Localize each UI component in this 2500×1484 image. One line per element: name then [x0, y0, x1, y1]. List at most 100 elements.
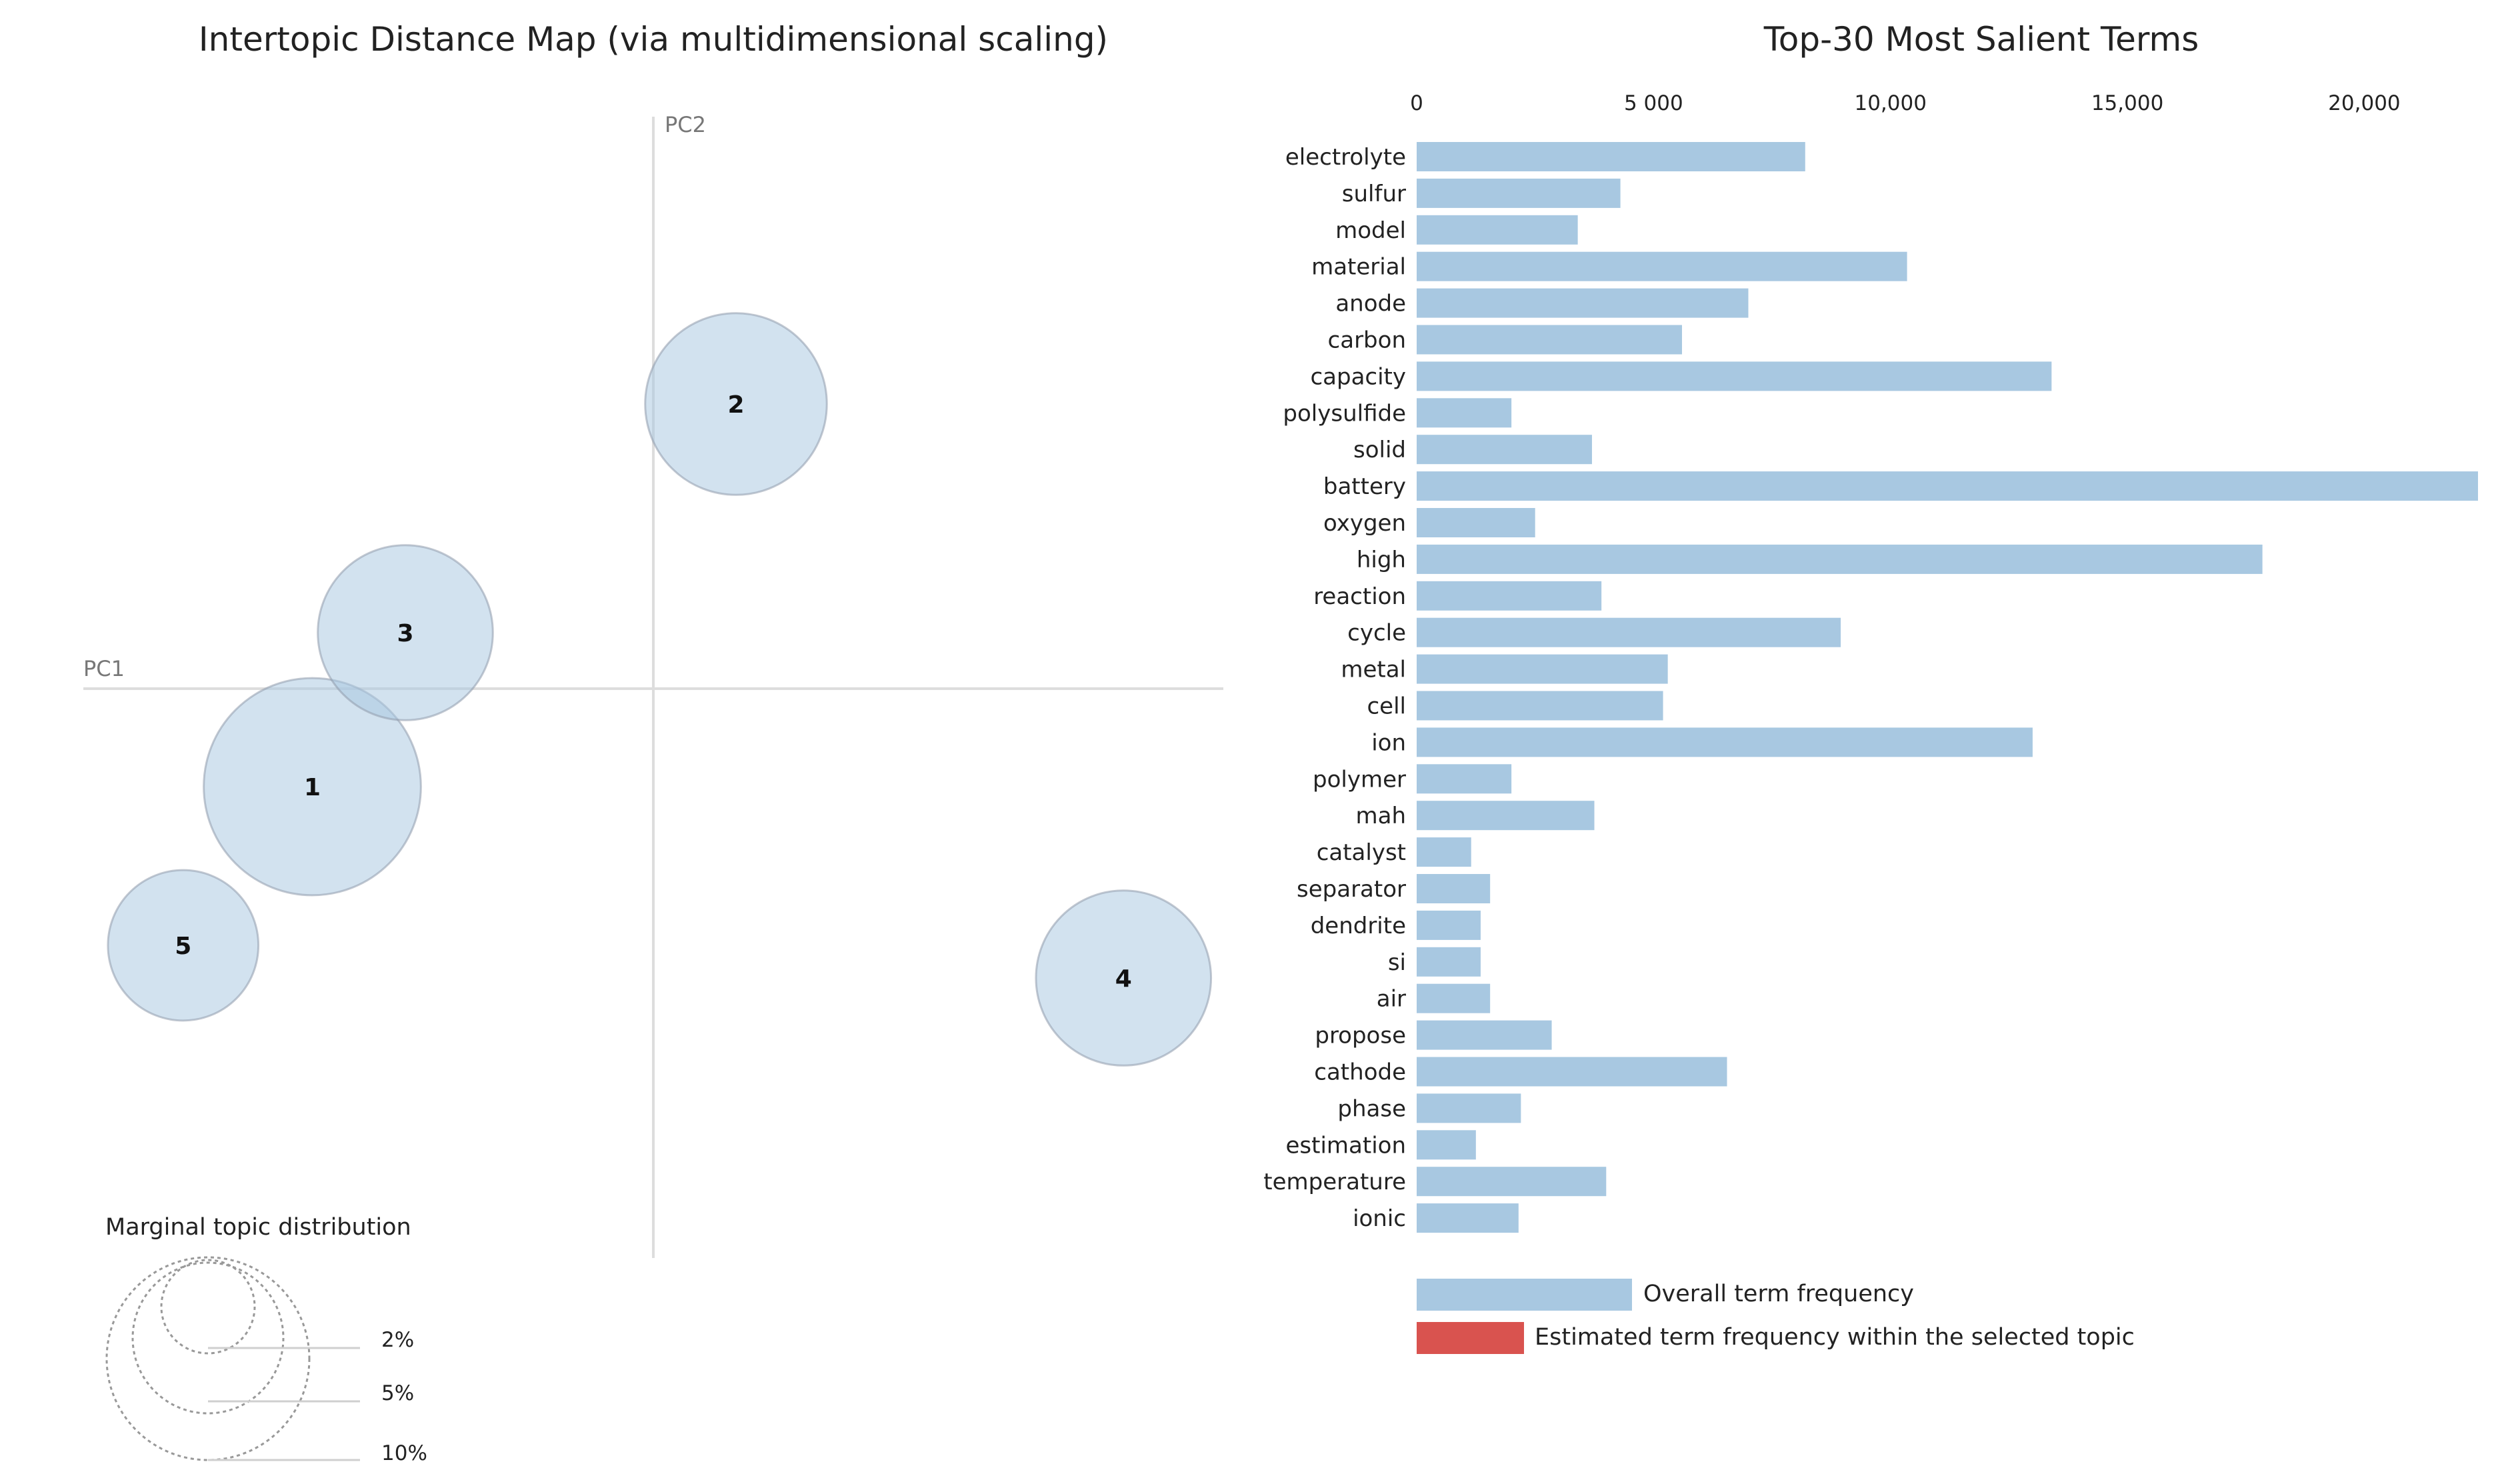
term-label-propose[interactable]: propose — [1315, 1023, 1406, 1049]
term-bar-ionic[interactable] — [1417, 1203, 1519, 1233]
term-bar-anode[interactable] — [1417, 288, 1749, 318]
term-bar-temperature[interactable] — [1417, 1167, 1607, 1197]
term-bar-estimation[interactable] — [1417, 1130, 1476, 1160]
term-bar-si[interactable] — [1417, 947, 1481, 977]
term-label-cathode[interactable]: cathode — [1314, 1059, 1406, 1086]
term-label-oxygen[interactable]: oxygen — [1323, 510, 1406, 537]
topic-label-2: 2 — [727, 391, 744, 419]
overall-frequency-swatch — [1417, 1279, 1632, 1311]
topic-circle-4[interactable] — [1035, 889, 1213, 1067]
term-label-separator[interactable]: separator — [1297, 876, 1406, 903]
term-bars — [1417, 142, 2478, 1233]
x-tick-label: 20,000 — [2328, 91, 2400, 115]
topic-circle-2[interactable] — [644, 312, 828, 496]
term-labels: electrolyte sulfur model material anode carbo… — [1263, 144, 1406, 1232]
term-label-polysulfide[interactable]: polysulfide — [1283, 400, 1406, 427]
marginal-circle-5pct — [131, 1261, 285, 1415]
term-bar-air[interactable] — [1417, 983, 1491, 1013]
marginal-circle-2pct — [160, 1259, 256, 1355]
marginal-level-10pct: 10% — [381, 1441, 427, 1465]
term-label-electrolyte[interactable]: electrolyte — [1285, 144, 1406, 171]
term-bar-model[interactable] — [1417, 215, 1578, 245]
pc2-axis-label: PC2 — [665, 112, 706, 137]
term-label-estimation[interactable]: estimation — [1286, 1132, 1407, 1159]
term-bar-dendrite[interactable] — [1417, 910, 1481, 940]
term-label-carbon[interactable]: carbon — [1328, 327, 1406, 354]
topic-label-4: 4 — [1115, 965, 1132, 993]
marginal-level-5pct: 5% — [381, 1381, 414, 1405]
term-bar-cathode[interactable] — [1417, 1057, 1727, 1087]
term-label-cell[interactable]: cell — [1367, 693, 1406, 720]
marginal-legend-title: Marginal topic distribution — [105, 1214, 411, 1241]
salient-terms-panel: Top-30 Most Salient Terms 0 5 000 10,000 15… — [1263, 20, 2478, 1354]
term-bar-carbon[interactable] — [1417, 325, 1682, 355]
term-label-sulfur[interactable]: sulfur — [1342, 181, 1406, 207]
term-bar-polysulfide[interactable] — [1417, 398, 1512, 428]
topic-label-3: 3 — [397, 620, 413, 647]
term-label-phase[interactable]: phase — [1337, 1095, 1406, 1122]
x-tick-label: 15,000 — [2091, 91, 2163, 115]
term-label-capacity[interactable]: capacity — [1310, 363, 1406, 390]
term-bar-catalyst[interactable] — [1417, 837, 1471, 867]
topic-circle-3[interactable] — [317, 544, 494, 721]
marginal-circle-10pct — [105, 1256, 311, 1461]
topic-frequency-label: Estimated term frequency within the sele… — [1535, 1324, 2135, 1351]
term-label-dendrite[interactable]: dendrite — [1311, 913, 1406, 939]
topic-frequency-swatch — [1417, 1322, 1524, 1354]
term-label-si[interactable]: si — [1388, 949, 1406, 976]
pc1-axis-label: PC1 — [83, 656, 125, 681]
frequency-axis-ticks: 0 5 000 10,000 15,000 20,000 — [1410, 91, 2401, 115]
term-bar-reaction[interactable] — [1417, 581, 1602, 611]
topic-circle-5[interactable] — [107, 869, 260, 1022]
term-bar-polymer[interactable] — [1417, 764, 1512, 794]
x-tick-label: 10,000 — [1854, 91, 1926, 115]
term-bar-oxygen[interactable] — [1417, 508, 1535, 537]
x-tick-label: 5 000 — [1624, 91, 1683, 115]
term-bar-propose[interactable] — [1417, 1020, 1552, 1050]
term-label-cycle[interactable]: cycle — [1347, 620, 1406, 647]
term-bar-high[interactable] — [1417, 544, 2263, 574]
x-tick-label: 0 — [1410, 91, 1423, 115]
term-label-air[interactable]: air — [1377, 986, 1406, 1013]
term-label-anode[interactable]: anode — [1335, 291, 1406, 317]
term-bar-separator[interactable] — [1417, 874, 1491, 903]
salient-terms-title: Top-30 Most Salient Terms — [1763, 20, 2199, 59]
marginal-distribution-legend: Marginal topic distribution 2% 5% 10% — [105, 1214, 427, 1465]
topic-label-5: 5 — [175, 933, 191, 960]
term-label-high[interactable]: high — [1357, 547, 1406, 573]
term-label-temperature[interactable]: temperature — [1263, 1169, 1406, 1195]
term-frequency-legend: Overall term frequency Estimated term fr… — [1417, 1279, 2135, 1354]
term-label-battery[interactable]: battery — [1323, 473, 1406, 500]
topic-circles — [107, 312, 1213, 1067]
topic-circle-1[interactable] — [203, 677, 422, 897]
term-label-metal[interactable]: metal — [1341, 657, 1406, 683]
overall-frequency-label: Overall term frequency — [1643, 1281, 1914, 1307]
term-bar-solid[interactable] — [1417, 435, 1592, 465]
term-bar-ion[interactable] — [1417, 727, 2033, 757]
term-label-catalyst[interactable]: catalyst — [1317, 839, 1406, 866]
marginal-level-2pct: 2% — [381, 1328, 414, 1352]
term-bar-sulfur[interactable] — [1417, 178, 1621, 208]
term-bar-phase[interactable] — [1417, 1093, 1521, 1123]
intertopic-distance-panel: Intertopic Distance Map (via multidimens… — [83, 20, 1223, 1465]
term-label-mah[interactable]: mah — [1355, 803, 1406, 829]
term-label-solid[interactable]: solid — [1353, 437, 1406, 463]
term-bar-battery[interactable] — [1417, 471, 2478, 501]
term-bar-mah[interactable] — [1417, 801, 1595, 831]
term-bar-cycle[interactable] — [1417, 617, 1841, 647]
topic-labels: 1 2 3 4 5 — [175, 391, 1132, 993]
term-bar-electrolyte[interactable] — [1417, 142, 1805, 171]
term-label-reaction[interactable]: reaction — [1313, 583, 1406, 610]
term-bar-metal[interactable] — [1417, 654, 1668, 684]
term-bar-capacity[interactable] — [1417, 361, 2052, 391]
term-label-material[interactable]: material — [1311, 254, 1406, 281]
term-label-ionic[interactable]: ionic — [1353, 1205, 1406, 1232]
term-bar-material[interactable] — [1417, 251, 1907, 281]
topic-label-1: 1 — [304, 774, 321, 801]
term-label-model[interactable]: model — [1335, 217, 1406, 244]
term-bar-cell[interactable] — [1417, 691, 1663, 721]
term-label-polymer[interactable]: polymer — [1313, 766, 1406, 793]
term-label-ion[interactable]: ion — [1371, 729, 1406, 756]
intertopic-map-title: Intertopic Distance Map (via multidimens… — [199, 20, 1108, 59]
